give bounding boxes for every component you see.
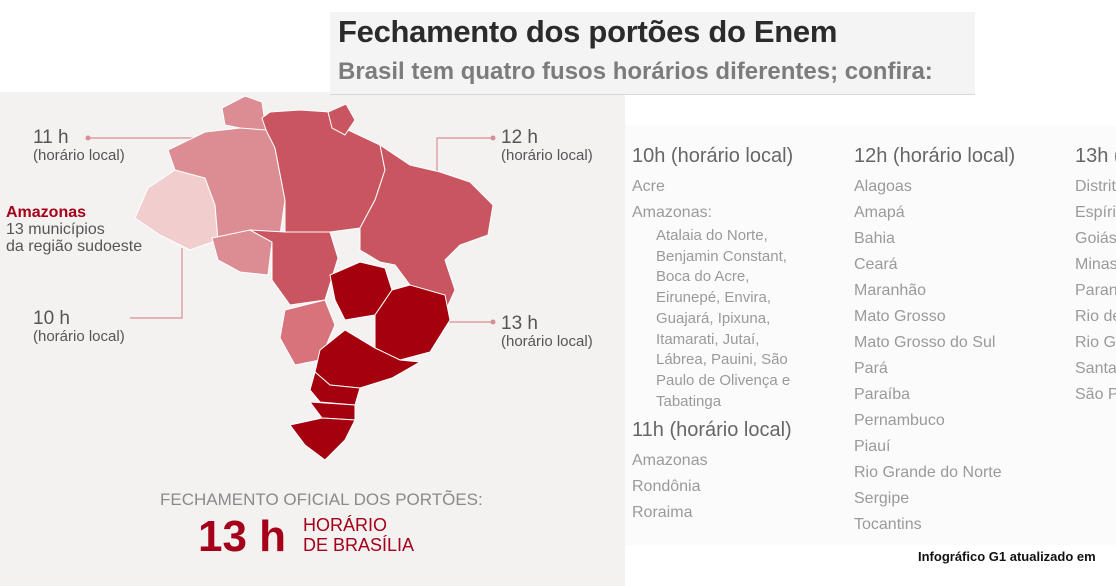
list-item: Paraíba [854,386,911,403]
official-time: 13 h [198,512,287,561]
column-13h: 13h ( Distrit Espírit Goiás Minas Paran … [1075,145,1116,408]
column-12h: 12h (horário local) Alagoas Amapá Bahia … [854,145,1015,538]
list-item: Alagoas [854,178,912,195]
list-item: Minas [1075,256,1116,273]
region-tz11-roraima [221,95,267,131]
list-item: Sergipe [854,490,910,507]
region-tz13-rs [289,417,356,461]
label-10h-sub: (horário local) [33,328,125,345]
list-item: Pará [854,360,888,377]
column-10h-11h: 10h (horário local) Acre Amazonas: Atala… [632,145,806,526]
header-box [330,12,975,95]
list-item: São P [1075,386,1116,403]
label-amazonas-title: Amazonas [6,204,87,221]
label-10h: 10 h (horário local) [33,309,125,344]
list-item: Maranhão [854,282,927,299]
list-item: Bahia [854,230,895,247]
region-tz12-northeast [359,143,494,313]
list-item: Pernambuco [854,412,945,429]
label-11h-sub: (horário local) [33,147,125,164]
list-item: Mato Grosso do Sul [854,334,996,351]
label-13h-hour: 13 h [501,313,538,334]
page-subtitle: Brasil tem quatro fusos horários diferen… [338,58,933,85]
label-13h: 13 h (horário local) [501,314,593,349]
brasilia-time-label: HORÁRIO DE BRASÍLIA [303,515,415,556]
connector-10h [130,248,183,319]
list-item: Amapá [854,204,905,221]
label-12h-hour: 12 h [501,127,538,148]
page-title: Fechamento dos portões do Enem [338,14,838,49]
heading-12h: 12h (horário local) [854,145,1016,167]
region-tz12-amapa [327,103,356,136]
list-item: Ceará [854,256,898,273]
connector-12h [436,137,493,178]
list-item: Goiás [1075,230,1116,247]
heading-13h: 13h ( [1075,145,1116,167]
list-item: Espírit [1075,204,1116,221]
list-item: Distrit [1075,178,1116,195]
municipalities-list: Atalaia do Norte, Benjamin Constant, Boc… [656,227,791,410]
list-item: Acre [632,178,665,195]
list-item: Rio Gr [1075,334,1116,351]
list-item: Mato Grosso [854,308,946,325]
label-13h-sub: (horário local) [501,333,593,350]
region-tz13-mg [374,284,451,361]
label-amazonas-line1: 13 municípios [6,221,105,238]
official-closing-label: FECHAMENTO OFICIAL DOS PORTÕES: [160,490,483,509]
list-item: Amazonas: [632,204,713,221]
label-12h: 12 h (horário local) [501,128,593,163]
credit-line: Infográfico G1 atualizado em [918,549,1096,564]
list-item: Santa [1075,360,1116,377]
list-panel [625,125,1116,545]
region-tz10 [134,169,219,251]
list-item: Rio Grande do Norte [854,464,1002,481]
list-item: Rio de [1075,308,1116,325]
heading-11h: 11h (horário local) [632,419,792,442]
label-12h-sub: (horário local) [501,147,593,164]
list-item: Tocantins [854,516,922,533]
list-item: Rondônia [632,478,701,496]
label-amazonas-line2: da região sudoeste [6,238,143,255]
brasilia-line1: HORÁRIO [303,515,388,535]
list-item: Paran [1075,282,1116,299]
label-10h-hour: 10 h [33,308,70,329]
label-11h-hour: 11 h [33,127,69,148]
list-item: Piauí [854,438,891,455]
list-item: Amazonas [632,452,708,470]
brazil-timezone-map [85,95,496,461]
heading-10h: 10h (horário local) [632,145,794,167]
label-11h: 11 h (horário local) [33,128,125,163]
list-item: Roraima [632,504,693,522]
brasilia-line2: DE BRASÍLIA [303,534,415,555]
region-tz13-sc [308,401,356,421]
label-amazonas: Amazonas 13 municípios da região sudoest… [6,205,142,255]
